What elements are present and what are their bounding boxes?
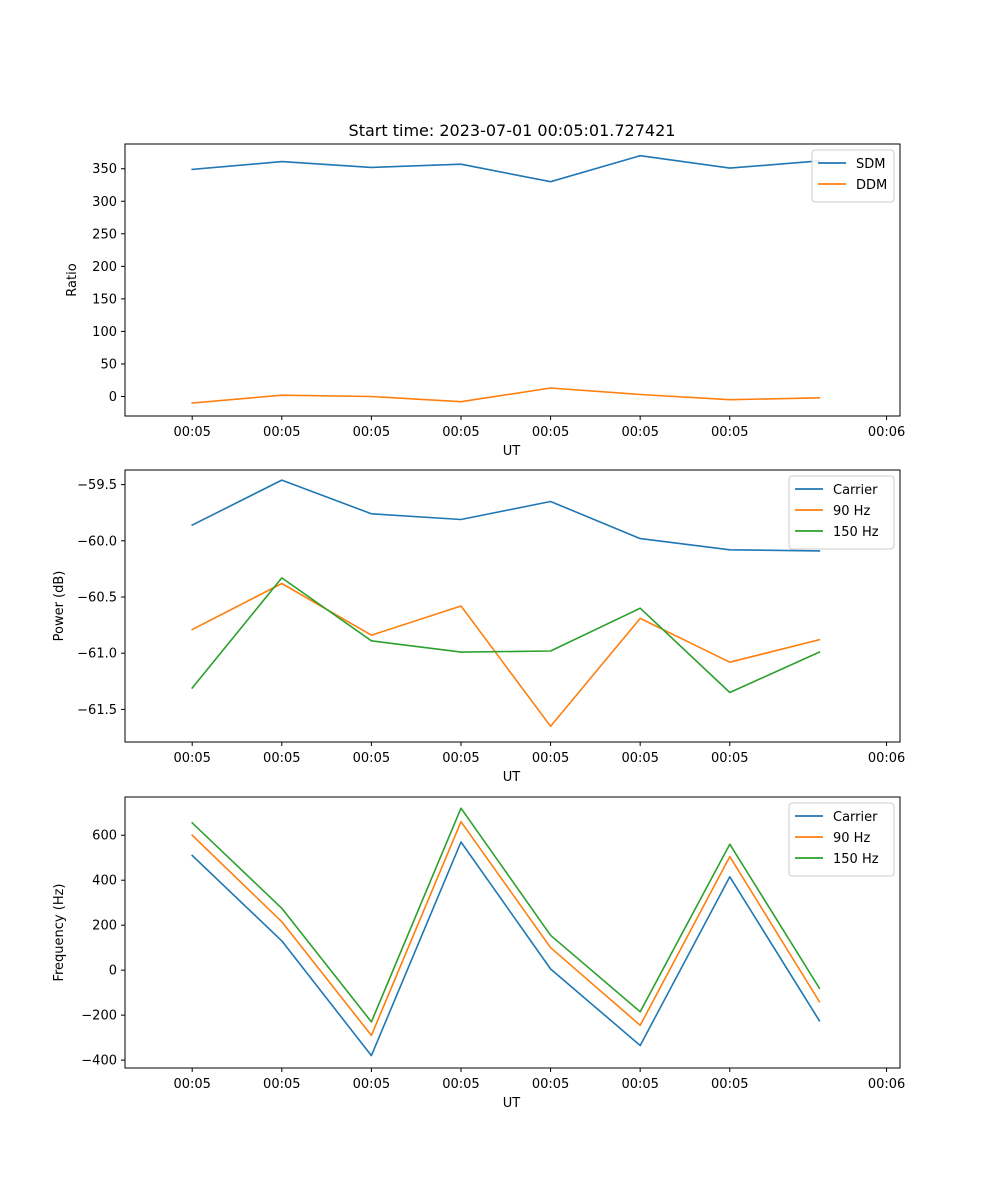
x-axis-label: UT <box>503 444 521 459</box>
x-tick-label: 00:06 <box>868 1077 905 1092</box>
legend: Carrier 90 Hz 150 Hz <box>788 802 895 877</box>
y-axis-label: Frequency (Hz) <box>52 883 67 981</box>
legend-label: DDM <box>856 178 887 193</box>
panels: 0 50 100 150 200 250 300 350 00:05 00:05 00:05 00:0… <box>52 143 905 1111</box>
x-tick-label: 00:05 <box>711 751 748 766</box>
x-tick-label: 00:06 <box>868 751 905 766</box>
x-tick-label: 00:05 <box>442 1077 479 1092</box>
y-tick-label: 600 <box>92 829 117 844</box>
y-tick-label: −200 <box>81 1009 117 1024</box>
y-tick-label: 200 <box>92 919 117 934</box>
y-tick-label: −61.0 <box>77 647 117 662</box>
y-tick-label: 250 <box>92 227 117 242</box>
x-tick-label: 00:05 <box>353 1077 390 1092</box>
y-axis-label: Power (dB) <box>52 571 67 642</box>
y-tick-label: −61.5 <box>77 703 117 718</box>
panel-1: 0 50 100 150 200 250 300 350 00:05 00:05 00:05 00:0… <box>65 143 905 459</box>
x-tick-label: 00:05 <box>173 425 210 440</box>
legend-label: 150 Hz <box>833 852 879 867</box>
y-tick-label: −59.5 <box>77 478 117 493</box>
y-tick-label: −400 <box>81 1054 117 1069</box>
legend: Carrier 90 Hz 150 Hz <box>788 475 895 550</box>
x-tick-label: 00:05 <box>263 1077 300 1092</box>
x-tick-label: 00:05 <box>442 751 479 766</box>
y-tick-label: 350 <box>92 162 117 177</box>
legend-label: 90 Hz <box>833 831 870 846</box>
x-tick-label: 00:05 <box>263 751 300 766</box>
legend: SDM DDM <box>811 149 895 203</box>
series-line-150-hz <box>191 577 821 694</box>
y-tick-label: 400 <box>92 874 117 889</box>
x-tick-label: 00:05 <box>353 751 390 766</box>
axes-frame <box>124 469 901 743</box>
x-tick-label: 00:05 <box>532 751 569 766</box>
series-line-carrier <box>191 841 821 1057</box>
y-tick-label: 100 <box>92 325 117 340</box>
panel-3: −400 −200 0 200 400 600 00:05 00:05 00:05 00:05 00… <box>52 796 905 1111</box>
y-tick-label: 0 <box>109 964 117 979</box>
x-tick-label: 00:05 <box>263 425 300 440</box>
y-tick-label: −60.5 <box>77 591 117 606</box>
series-line-150-hz <box>191 807 821 1023</box>
legend-label: 150 Hz <box>833 525 879 540</box>
x-tick-label: 00:05 <box>621 1077 658 1092</box>
x-tick-label: 00:05 <box>621 425 658 440</box>
panel-2: −61.5 −61.0 −60.5 −60.0 −59.5 00:05 00:05 00:05… <box>52 469 905 785</box>
legend-label: 90 Hz <box>833 504 870 519</box>
y-tick-label: −60.0 <box>77 534 117 549</box>
series-line-ddm <box>191 387 821 404</box>
x-tick-label: 00:05 <box>353 425 390 440</box>
series-line-sdm <box>191 154 821 183</box>
x-tick-label: 00:05 <box>173 751 210 766</box>
x-tick-label: 00:05 <box>173 1077 210 1092</box>
series-line-90-hz <box>191 582 821 728</box>
x-tick-label: 00:05 <box>621 751 658 766</box>
y-tick-label: 300 <box>92 195 117 210</box>
legend-label: Carrier <box>833 810 878 825</box>
x-axis-label: UT <box>503 1096 521 1111</box>
legend-label: Carrier <box>833 483 878 498</box>
series-line-90-hz <box>191 820 821 1037</box>
axes-frame <box>124 143 901 417</box>
x-tick-label: 00:06 <box>868 425 905 440</box>
y-tick-label: 200 <box>92 260 117 275</box>
x-axis-label: UT <box>503 770 521 785</box>
legend-label: SDM <box>856 157 885 172</box>
series-line-carrier <box>191 479 821 552</box>
y-axis-label: Ratio <box>65 263 80 296</box>
x-tick-label: 00:05 <box>711 425 748 440</box>
y-tick-label: 50 <box>100 357 117 372</box>
x-tick-label: 00:05 <box>532 1077 569 1092</box>
y-tick-label: 150 <box>92 292 117 307</box>
axes-frame <box>124 796 901 1069</box>
x-tick-label: 00:05 <box>711 1077 748 1092</box>
y-tick-label: 0 <box>109 390 117 405</box>
x-tick-label: 00:05 <box>532 425 569 440</box>
x-tick-label: 00:05 <box>442 425 479 440</box>
figure-title: Start time: 2023-07-01 00:05:01.727421 <box>349 121 676 140</box>
